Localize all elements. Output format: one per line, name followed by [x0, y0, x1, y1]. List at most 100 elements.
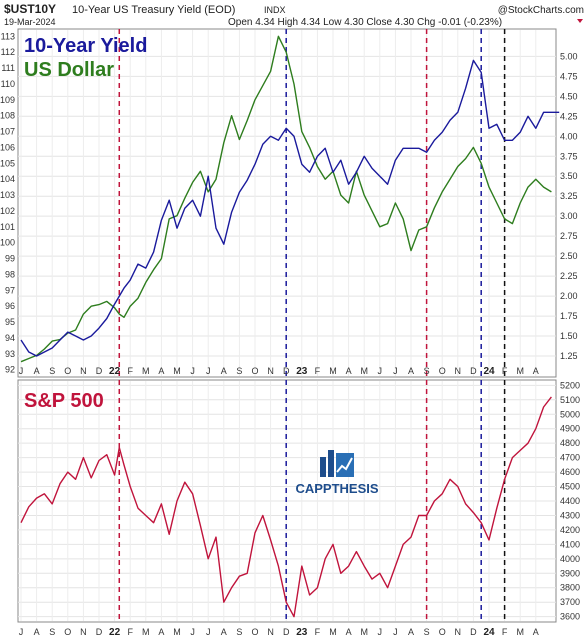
month-label: N	[455, 627, 462, 637]
month-label: M	[360, 627, 368, 637]
right-tick-label: 1.25	[560, 351, 578, 361]
chart-date: 19-Mar-2024	[4, 17, 56, 27]
month-label: O	[439, 366, 446, 376]
month-label: M	[329, 627, 337, 637]
month-label: O	[439, 627, 446, 637]
month-label: D	[96, 366, 103, 376]
right-tick-label: 2.25	[560, 271, 578, 281]
right-tick-label: 4600	[560, 467, 580, 477]
month-label: D	[96, 627, 103, 637]
left-tick-label: 94	[5, 333, 15, 343]
month-label: A	[34, 627, 40, 637]
month-label: J	[393, 366, 398, 376]
month-label: O	[251, 366, 258, 376]
right-tick-label: 3.25	[560, 191, 578, 201]
right-tick-label: 4.25	[560, 111, 578, 121]
right-tick-label: 4.50	[560, 91, 578, 101]
month-label: S	[236, 627, 242, 637]
month-label: A	[346, 627, 352, 637]
series-line-10-year-yield	[20, 59, 560, 357]
left-tick-label: 113	[1, 31, 15, 41]
left-tick-label: 93	[5, 349, 15, 359]
month-label: J	[19, 366, 24, 376]
left-tick-label: 103	[0, 190, 15, 200]
right-tick-label: 4000	[560, 554, 580, 564]
right-tick-label: 4100	[560, 539, 580, 549]
month-label: M	[329, 366, 337, 376]
right-tick-label: 2.75	[560, 231, 578, 241]
month-label: A	[158, 366, 164, 376]
month-label: J	[378, 627, 383, 637]
month-label: A	[221, 366, 227, 376]
month-label: F	[502, 627, 508, 637]
month-label: D	[470, 366, 477, 376]
series-line-s-p-500	[20, 396, 552, 618]
right-tick-label: 5100	[560, 395, 580, 405]
month-label: A	[533, 366, 539, 376]
exchange: INDX	[264, 5, 286, 15]
month-label: A	[34, 366, 40, 376]
series-line-us-dollar	[20, 35, 552, 363]
right-tick-label: 1.75	[560, 311, 578, 321]
left-tick-label: 97	[5, 285, 15, 295]
source-credit: @StockCharts.com	[498, 5, 584, 16]
month-label: M	[516, 366, 524, 376]
cappthesis-logo: CAPPTHESIS	[295, 450, 379, 496]
month-label: 23	[296, 366, 308, 377]
ohlc-readout: Open 4.34 High 4.34 Low 4.30 Close 4.30 …	[228, 17, 502, 28]
right-tick-label: 3.75	[560, 151, 578, 161]
month-label: J	[206, 627, 211, 637]
month-label: O	[64, 366, 71, 376]
month-label: F	[127, 627, 133, 637]
right-tick-label: 4200	[560, 525, 580, 535]
right-tick-label: 4300	[560, 510, 580, 520]
month-label: D	[283, 627, 290, 637]
left-tick-label: 98	[5, 269, 15, 279]
left-tick-label: 105	[0, 158, 15, 168]
left-tick-label: 106	[0, 142, 15, 152]
right-tick-label: 4700	[560, 453, 580, 463]
right-tick-label: 2.00	[560, 291, 578, 301]
month-label: S	[236, 366, 242, 376]
month-label: M	[173, 627, 181, 637]
month-label: J	[190, 627, 195, 637]
left-tick-label: 109	[0, 95, 15, 105]
symbol: $UST10Y	[4, 2, 56, 16]
month-label: F	[127, 366, 133, 376]
right-tick-label: 3800	[560, 583, 580, 593]
month-label: 22	[109, 366, 121, 377]
month-label: D	[283, 366, 290, 376]
month-label: M	[142, 627, 150, 637]
right-tick-label: 3.50	[560, 171, 578, 181]
right-tick-label: 1.50	[560, 331, 578, 341]
right-tick-label: 4500	[560, 482, 580, 492]
month-label: 24	[483, 627, 495, 638]
month-label: A	[158, 627, 164, 637]
month-label: N	[267, 366, 274, 376]
month-label: 23	[296, 627, 308, 638]
month-label: A	[408, 366, 414, 376]
month-label: F	[315, 627, 321, 637]
month-label: A	[221, 627, 227, 637]
left-tick-label: 110	[1, 79, 15, 89]
month-label: N	[455, 366, 462, 376]
left-tick-label: 96	[5, 301, 15, 311]
month-label: O	[251, 627, 258, 637]
month-label: N	[267, 627, 274, 637]
right-tick-label: 2.50	[560, 251, 578, 261]
right-tick-label: 3700	[560, 597, 580, 607]
caret-down-icon	[577, 19, 583, 23]
month-label: J	[19, 627, 24, 637]
month-label: S	[424, 366, 430, 376]
logo-text: CAPPTHESIS	[295, 481, 378, 496]
month-label: F	[502, 366, 508, 376]
right-tick-label: 3900	[560, 568, 580, 578]
right-tick-label: 3.00	[560, 211, 578, 221]
month-label: 22	[109, 627, 121, 638]
month-label: S	[424, 627, 430, 637]
right-tick-label: 5200	[560, 380, 580, 390]
left-tick-label: 102	[0, 206, 15, 216]
right-tick-label: 4.00	[560, 131, 578, 141]
right-tick-label: 5000	[560, 409, 580, 419]
